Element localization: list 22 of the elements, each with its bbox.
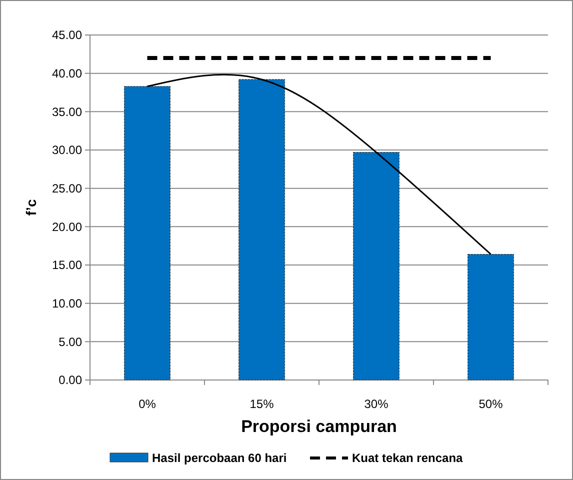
y-tick-label: 35.00	[52, 104, 82, 119]
x-tick-label: 50%	[478, 397, 504, 411]
x-tick-label: 0%	[138, 397, 156, 411]
bar	[468, 254, 514, 380]
legend-label: Hasil percobaan 60 hari	[152, 451, 287, 466]
x-tick-label: 30%	[364, 397, 389, 411]
y-tick-label: 40.00	[52, 66, 82, 81]
y-tick-label: 15.00	[52, 258, 82, 272]
y-tick-label: 5.00	[58, 334, 82, 349]
y-tick-label: 0.00	[58, 373, 82, 388]
y-tick-label: 25.00	[52, 182, 82, 196]
y-tick-label: 30.00	[52, 143, 82, 158]
bar	[353, 152, 400, 380]
y-axis-title: f’c	[23, 198, 39, 216]
bar	[238, 79, 285, 380]
legend-label: Kuat tekan rencana	[352, 451, 464, 466]
bar	[124, 86, 170, 380]
y-tick-label: 45.00	[52, 28, 82, 42]
x-tick-label: 15%	[250, 397, 274, 411]
x-axis-title: Proporsi campuran	[241, 417, 397, 436]
y-tick-label: 20.00	[52, 220, 82, 234]
y-tick-label: 10.00	[52, 296, 82, 311]
